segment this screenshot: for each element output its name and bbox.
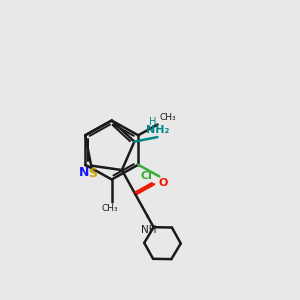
Text: NH: NH (141, 225, 157, 235)
Text: S: S (88, 167, 97, 180)
Text: H: H (149, 117, 157, 127)
Text: CH₃: CH₃ (102, 205, 119, 214)
Text: Cl: Cl (141, 171, 153, 182)
Text: N: N (79, 166, 89, 178)
Text: O: O (158, 178, 168, 188)
Text: CH₃: CH₃ (159, 112, 176, 122)
Text: NH₂: NH₂ (146, 125, 169, 135)
